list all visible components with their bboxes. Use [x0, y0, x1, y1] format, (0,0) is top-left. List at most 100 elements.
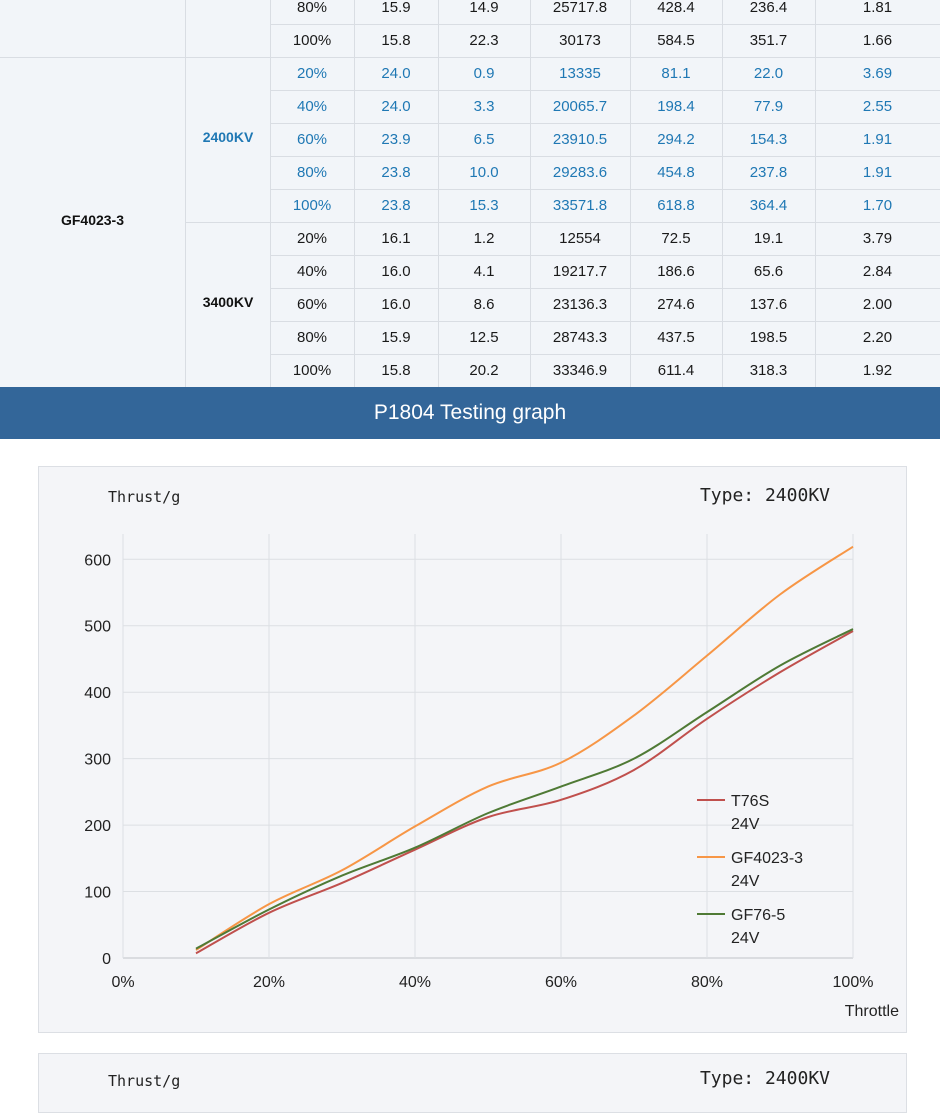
kv-label: 3400KV: [202, 294, 254, 310]
legend-sublabel: 24V: [731, 930, 760, 947]
table-cell-thrust: 198.4: [657, 98, 695, 115]
kv-group-divider: [186, 222, 270, 223]
x-tick-label: 0%: [111, 974, 134, 991]
column-divider: [185, 0, 186, 387]
table-cell-thrust: 186.6: [657, 263, 695, 280]
table-cell-thrust: 437.5: [657, 329, 695, 346]
table-row-divider: [270, 288, 940, 289]
table-row-divider: [270, 354, 940, 355]
table-cell-power: 137.6: [749, 296, 788, 313]
table-row-divider: [270, 24, 940, 25]
table-cell-voltage: 16.0: [381, 263, 411, 280]
y-tick-label: 100: [84, 885, 111, 902]
legend-sublabel: 24V: [731, 873, 760, 890]
table-row-divider: [270, 189, 940, 190]
table-cell-thrust: 618.8: [657, 197, 695, 214]
table-cell-throttle: 40%: [296, 98, 328, 115]
table-cell-power: 236.4: [749, 0, 788, 16]
table-cell-power: 237.8: [749, 164, 788, 181]
thrust-chart-panel-2: Thrust/g Type: 2400KV: [38, 1053, 907, 1113]
table-cell-current: 6.5: [473, 131, 495, 148]
y-tick-label: 600: [84, 552, 111, 569]
motor-divider: [0, 57, 270, 58]
series-line-t76s: [195, 630, 854, 955]
legend-label: T76S: [731, 793, 769, 810]
y-axis-title-2: Thrust/g: [108, 1072, 181, 1090]
table-cell-voltage: 16.0: [381, 296, 411, 313]
x-tick-label: 20%: [253, 974, 285, 991]
table-row-divider: [270, 321, 940, 322]
table-row-divider: [270, 255, 940, 256]
table-cell-throttle: 20%: [296, 230, 328, 247]
column-divider: [530, 0, 531, 387]
table-cell-power: 318.3: [749, 362, 788, 379]
x-tick-label: 80%: [691, 974, 723, 991]
x-tick-label: 100%: [833, 974, 874, 991]
table-cell-current: 15.3: [469, 197, 499, 214]
thrust-line-chart: 0 100 200 300 400 500 600 0% 20% 40% 60% 80% 100% Thr…: [84, 534, 899, 1020]
table-cell-current: 20.2: [469, 362, 499, 379]
table-cell-current: 8.6: [473, 296, 495, 313]
table-cell-power: 65.6: [753, 263, 784, 280]
table-cell-throttle: 80%: [296, 0, 328, 16]
table-cell-current: 14.9: [469, 0, 499, 16]
table-cell-rpm: 33571.8: [552, 197, 608, 214]
table-cell-current: 22.3: [469, 32, 499, 49]
y-tick-label: 400: [84, 685, 111, 702]
column-divider: [270, 0, 271, 387]
table-cell-rpm: 30173: [559, 32, 601, 49]
table-cell-rpm: 29283.6: [552, 164, 608, 181]
legend-label: GF4023-3: [731, 850, 803, 867]
kv-label: 2400KV: [202, 129, 254, 145]
table-cell-power: 154.3: [749, 131, 788, 148]
table-cell-throttle: 100%: [292, 32, 332, 49]
table-cell-throttle: 80%: [296, 164, 328, 181]
series-line-gf4023-3: [195, 545, 854, 951]
table-row-divider: [270, 90, 940, 91]
column-divider: [815, 0, 816, 387]
table-cell-efficiency: 2.20: [862, 329, 893, 346]
table-cell-thrust: 81.1: [661, 65, 691, 82]
table-cell-voltage: 15.9: [381, 329, 411, 346]
table-cell-power: 77.9: [753, 98, 784, 115]
banner-title: P1804 Testing graph: [373, 401, 567, 424]
table-cell-current: 3.3: [473, 98, 495, 115]
table-cell-thrust: 611.4: [657, 362, 695, 379]
table-cell-power: 364.4: [749, 197, 788, 214]
motor-label: GF4023-3: [60, 212, 125, 228]
table-cell-efficiency: 1.70: [862, 197, 893, 214]
table-cell-rpm: 28743.3: [552, 329, 608, 346]
table-cell-rpm: 19217.7: [552, 263, 608, 280]
table-row-divider: [270, 156, 940, 157]
x-tick-label: 60%: [545, 974, 577, 991]
x-axis-title: Throttle: [845, 1003, 899, 1020]
legend-label: GF76-5: [731, 907, 785, 924]
table-cell-rpm: 12554: [559, 230, 601, 247]
column-divider: [354, 0, 355, 387]
table-cell-throttle: 60%: [296, 296, 328, 313]
table-cell-throttle: 100%: [292, 362, 332, 379]
table-cell-rpm: 33346.9: [552, 362, 608, 379]
table-cell-efficiency: 1.91: [862, 164, 893, 181]
y-tick-label: 300: [84, 752, 111, 769]
table-row-divider: [270, 222, 940, 223]
table-cell-voltage: 23.8: [381, 197, 411, 214]
table-cell-efficiency: 1.92: [862, 362, 893, 379]
table-cell-voltage: 15.8: [381, 32, 411, 49]
series-line-gf76-5: [195, 628, 854, 950]
table-cell-rpm: 25717.8: [552, 0, 608, 16]
table-cell-voltage: 16.1: [381, 230, 411, 247]
table-row-divider: [270, 57, 940, 58]
y-axis-title: Thrust/g: [108, 488, 181, 506]
table-cell-efficiency: 1.81: [862, 0, 893, 16]
table-cell-thrust: 274.6: [657, 296, 695, 313]
table-cell-efficiency: 2.00: [862, 296, 893, 313]
table-cell-efficiency: 3.79: [862, 230, 893, 247]
table-cell-voltage: 15.8: [381, 362, 411, 379]
table-cell-efficiency: 2.55: [862, 98, 893, 115]
table-cell-current: 0.9: [473, 65, 495, 82]
table-cell-power: 22.0: [753, 65, 784, 82]
column-divider: [630, 0, 631, 387]
section-banner: P1804 Testing graph: [0, 387, 940, 439]
legend-sublabel: 24V: [731, 816, 760, 833]
